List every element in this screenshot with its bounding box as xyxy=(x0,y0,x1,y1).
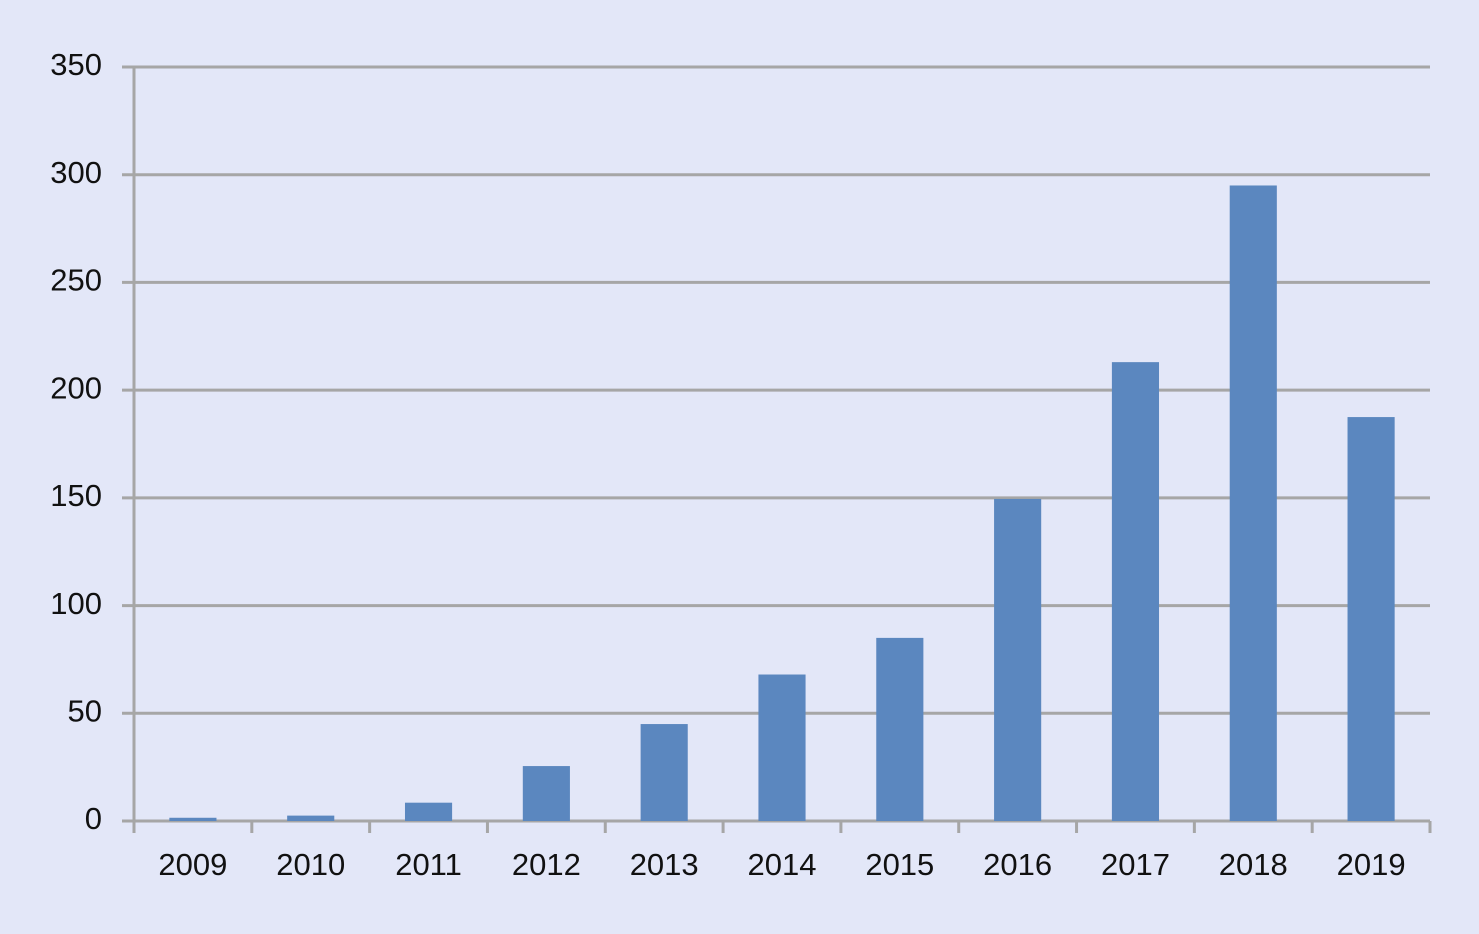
x-tick-label: 2019 xyxy=(1337,847,1406,882)
x-tick-label: 2015 xyxy=(865,847,934,882)
x-tick-label: 2009 xyxy=(158,847,227,882)
x-tick-label: 2010 xyxy=(276,847,345,882)
bar xyxy=(522,766,570,821)
bar xyxy=(404,802,453,821)
bar xyxy=(1111,362,1160,821)
x-tick-label: 2014 xyxy=(748,847,817,882)
bar xyxy=(1347,417,1395,821)
x-tick-label: 2018 xyxy=(1219,847,1288,882)
x-tick-label: 2016 xyxy=(983,847,1052,882)
y-tick-label: 300 xyxy=(50,155,102,190)
bar xyxy=(994,498,1042,821)
bar xyxy=(1229,185,1277,821)
bar xyxy=(640,724,688,821)
bar xyxy=(169,817,217,821)
bar xyxy=(876,637,924,821)
x-tick-label: 2013 xyxy=(630,847,699,882)
y-tick-label: 200 xyxy=(50,370,102,405)
x-tick-label: 2012 xyxy=(512,847,581,882)
x-tick-label: 2011 xyxy=(395,847,462,882)
y-tick-label: 100 xyxy=(50,586,102,621)
y-tick-label: 250 xyxy=(50,263,102,298)
bar xyxy=(758,674,806,821)
y-tick-label: 150 xyxy=(50,478,102,513)
x-tick-label: 2017 xyxy=(1101,847,1170,882)
bar xyxy=(287,815,335,821)
y-tick-label: 0 xyxy=(85,801,102,836)
y-tick-label: 350 xyxy=(50,47,102,82)
y-tick-label: 50 xyxy=(68,693,102,728)
